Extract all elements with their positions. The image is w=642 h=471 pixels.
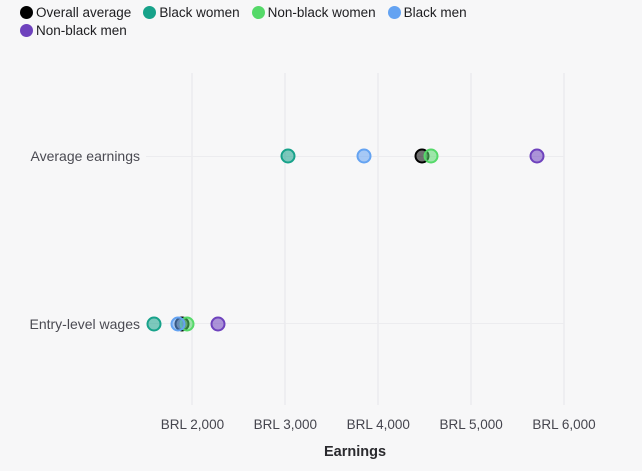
legend-dot-icon	[20, 24, 33, 37]
x-tick-label: BRL 3,000	[253, 417, 317, 432]
category-labels: Average earnings Entry-level wages	[0, 73, 141, 405]
vertical-gridline	[563, 73, 565, 405]
x-tick-label: BRL 2,000	[160, 417, 225, 432]
category-label-entry-level-wages: Entry-level wages	[29, 315, 141, 332]
data-point-black-men-average-earnings	[356, 148, 372, 164]
data-point-non-black-men-average-earnings	[529, 148, 545, 164]
legend-dot-icon	[251, 6, 265, 19]
legend-item-non-black-men: Non-black men	[20, 22, 127, 39]
data-point-non-black-men-entry-level-wages	[210, 316, 226, 332]
legend-dot-icon	[387, 6, 401, 19]
data-point-black-men-entry-level-wages	[170, 316, 186, 332]
vertical-gridline	[284, 73, 286, 405]
legend-label: Non-black women	[267, 5, 376, 20]
legend-item-non-black-women: Non-black women	[251, 4, 376, 21]
plot-area	[146, 73, 565, 405]
legend-label: Overall average	[36, 5, 132, 20]
vertical-gridline	[191, 73, 193, 405]
vertical-gridline	[377, 73, 379, 405]
category-label-average-earnings: Average earnings	[30, 148, 140, 164]
legend-item-overall-average: Overall average	[20, 4, 131, 21]
legend-dot-icon	[143, 6, 157, 19]
data-point-non-black-women-average-earnings	[423, 148, 439, 164]
data-point-black-women-entry-level-wages	[146, 316, 162, 332]
x-tick-label: BRL 5,000	[439, 417, 503, 432]
x-tick-label: BRL 6,000	[532, 417, 596, 432]
legend-label: Black men	[403, 5, 467, 20]
legend-label: Black women	[159, 5, 240, 20]
chart-legend: Overall average Black women Non-black wome…	[20, 4, 560, 39]
legend-item-black-women: Black women	[143, 4, 240, 21]
legend-dot-icon	[20, 6, 33, 19]
x-tick-label: BRL 4,000	[346, 417, 410, 432]
legend-item-black-men: Black men	[387, 4, 467, 21]
x-axis-title: Earnings	[323, 444, 387, 460]
legend-label: Non-black men	[36, 23, 127, 38]
row-gridline	[146, 323, 564, 325]
row-gridline	[146, 155, 564, 157]
vertical-gridline	[470, 73, 472, 405]
data-point-black-women-average-earnings	[280, 148, 296, 164]
x-axis: BRL 2,000 BRL 3,000 BRL 4,000 BRL 5,000 BRL …	[146, 414, 596, 434]
